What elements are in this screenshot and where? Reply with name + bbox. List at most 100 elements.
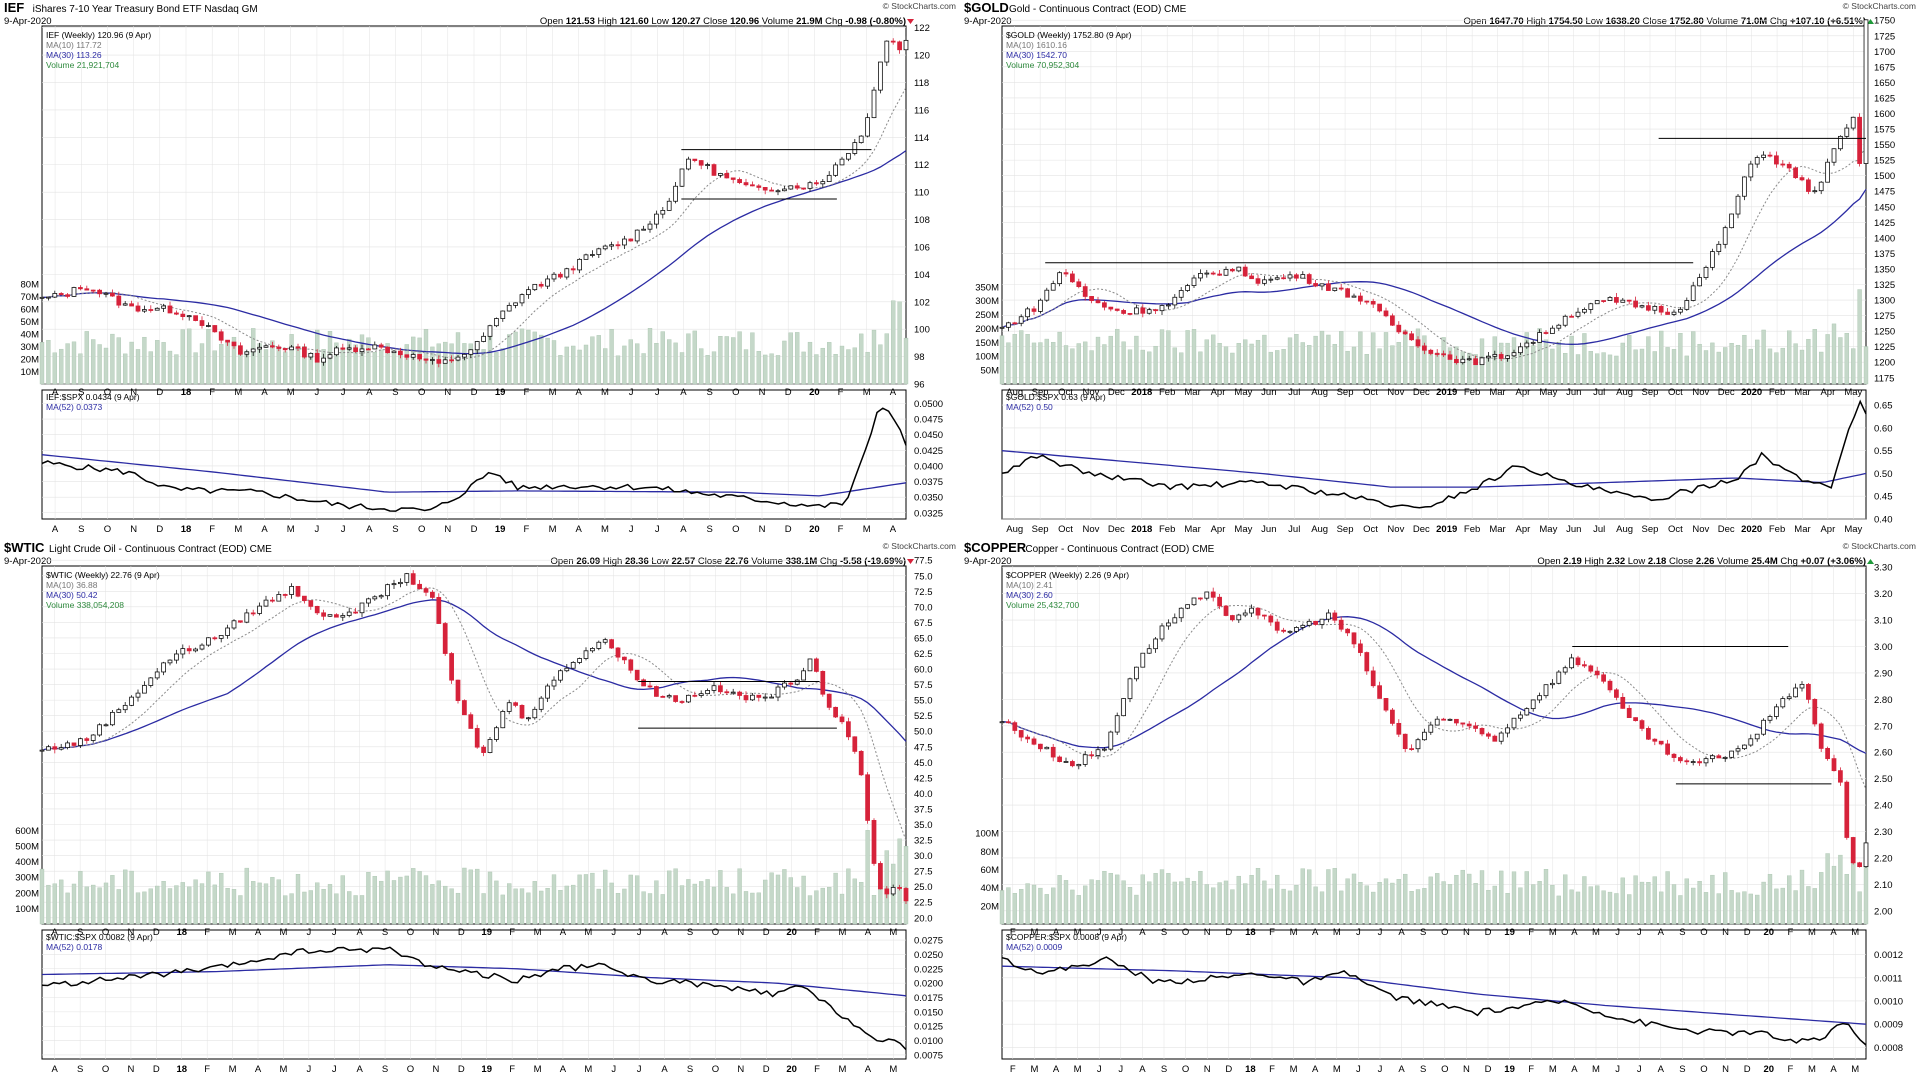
volume-bar bbox=[59, 348, 64, 385]
candle-body bbox=[1390, 315, 1395, 326]
candle-body bbox=[1012, 322, 1018, 325]
candle-body bbox=[1012, 722, 1018, 731]
ratio-x-tick-label: F bbox=[838, 524, 844, 535]
volume-tick-label: 200M bbox=[975, 324, 999, 335]
volume-bar bbox=[1307, 345, 1312, 385]
volume-bar bbox=[244, 867, 249, 925]
volume-bar bbox=[1300, 342, 1305, 385]
x-tick-label: 18 bbox=[181, 387, 192, 398]
candle-body bbox=[1236, 614, 1242, 621]
ratio-legend-entry: MA(52) 0.0009 bbox=[1006, 942, 1062, 952]
volume-bar bbox=[699, 348, 704, 385]
volume-bar bbox=[321, 349, 326, 385]
candle-body bbox=[820, 181, 826, 185]
x-tick-label: A bbox=[1571, 927, 1578, 938]
ratio-x-tick-label: Nov bbox=[1387, 524, 1404, 535]
candle-body bbox=[1729, 213, 1734, 229]
volume-bar bbox=[270, 340, 275, 385]
candle-body bbox=[1262, 614, 1267, 617]
candle-body bbox=[1588, 303, 1594, 310]
candle-body bbox=[1818, 181, 1824, 192]
ratio-x-tick-label: 18 bbox=[1245, 1064, 1256, 1075]
candle-body bbox=[622, 238, 627, 246]
volume-bar bbox=[468, 869, 473, 925]
candle-body bbox=[423, 588, 429, 593]
volume-bar bbox=[1486, 890, 1491, 925]
candle-body bbox=[884, 888, 890, 895]
volume-bar bbox=[686, 879, 691, 925]
x-tick-label: J bbox=[1615, 927, 1620, 938]
candle-body bbox=[103, 724, 109, 727]
volume-bar bbox=[500, 348, 505, 385]
x-tick-label: A bbox=[255, 927, 262, 938]
ratio-tick-label: 0.0150 bbox=[914, 1007, 943, 1018]
candle-body bbox=[1844, 127, 1850, 137]
chart-date: 9-Apr-2020 bbox=[4, 16, 52, 27]
volume-bar bbox=[1812, 888, 1817, 925]
candle-body bbox=[1377, 303, 1382, 312]
ma10-line bbox=[41, 587, 907, 841]
candle-body bbox=[122, 704, 128, 711]
candle-body bbox=[1185, 604, 1190, 609]
x-tick-label: J bbox=[332, 927, 337, 938]
ratio-x-tick-label: N bbox=[1722, 1064, 1729, 1075]
candle-body bbox=[404, 573, 410, 583]
candle-body bbox=[1268, 278, 1274, 281]
legend-entry: MA(10) 117.72 bbox=[46, 40, 102, 50]
volume-bar bbox=[1396, 342, 1401, 385]
x-tick-label: D bbox=[1225, 927, 1232, 938]
candle-body bbox=[551, 273, 557, 280]
legend-entry: Volume 338,054,208 bbox=[46, 600, 124, 610]
volume-tick-label: 80M bbox=[981, 847, 1000, 858]
volume-bar bbox=[1511, 871, 1517, 925]
volume-bar bbox=[1620, 877, 1625, 925]
candle-body bbox=[1242, 612, 1248, 616]
candle-body bbox=[506, 304, 512, 312]
candle-body bbox=[846, 153, 851, 160]
candle-body bbox=[1498, 732, 1504, 742]
legend-entry: MA(10) 2.41 bbox=[1006, 580, 1053, 590]
x-tick-label: M bbox=[1808, 927, 1816, 938]
volume-bar bbox=[1761, 329, 1766, 385]
volume-bar bbox=[1825, 334, 1830, 385]
volume-bar bbox=[455, 892, 461, 925]
volume-bar bbox=[52, 352, 57, 385]
candle-body bbox=[1044, 289, 1050, 301]
volume-bar bbox=[1863, 862, 1869, 925]
volume-bar bbox=[865, 351, 870, 385]
candle-body bbox=[1562, 667, 1568, 673]
candle-body bbox=[1633, 300, 1638, 308]
candle-body bbox=[865, 117, 870, 137]
volume-bar bbox=[1172, 347, 1177, 385]
candle-body bbox=[417, 354, 422, 360]
volume-bar bbox=[1441, 337, 1446, 385]
candle-body bbox=[865, 774, 870, 821]
candle-body bbox=[1812, 190, 1818, 193]
candle-body bbox=[1658, 305, 1664, 313]
ratio-x-tick-label: D bbox=[471, 524, 478, 535]
candle-body bbox=[1217, 273, 1222, 276]
candle-body bbox=[442, 359, 448, 364]
volume-bar bbox=[692, 883, 697, 925]
volume-bar bbox=[238, 895, 243, 925]
candle-body bbox=[1447, 718, 1453, 721]
ratio-x-tick-label: A bbox=[1053, 1064, 1060, 1075]
candle-body bbox=[769, 189, 774, 192]
candle-body bbox=[1460, 722, 1466, 725]
candle-body bbox=[71, 287, 77, 297]
volume-bar bbox=[1051, 887, 1056, 925]
volume-bar bbox=[1492, 336, 1497, 385]
volume-bar bbox=[385, 870, 390, 925]
candle-body bbox=[46, 296, 51, 299]
x-tick-label: J bbox=[1118, 927, 1123, 938]
volume-bar bbox=[1550, 348, 1555, 385]
ratio-x-tick-label: J bbox=[1356, 1064, 1361, 1075]
candle-body bbox=[474, 728, 480, 748]
x-tick-label: J bbox=[1356, 927, 1361, 938]
chart-panel-copper: $COPPER Copper - Continuous Contract (EOD… bbox=[964, 540, 1916, 1075]
volume-bar bbox=[852, 347, 857, 385]
volume-bar bbox=[1351, 346, 1357, 385]
legend-entry: MA(10) 36.88 bbox=[46, 580, 98, 590]
volume-bar bbox=[513, 888, 518, 925]
volume-bar bbox=[603, 348, 608, 385]
